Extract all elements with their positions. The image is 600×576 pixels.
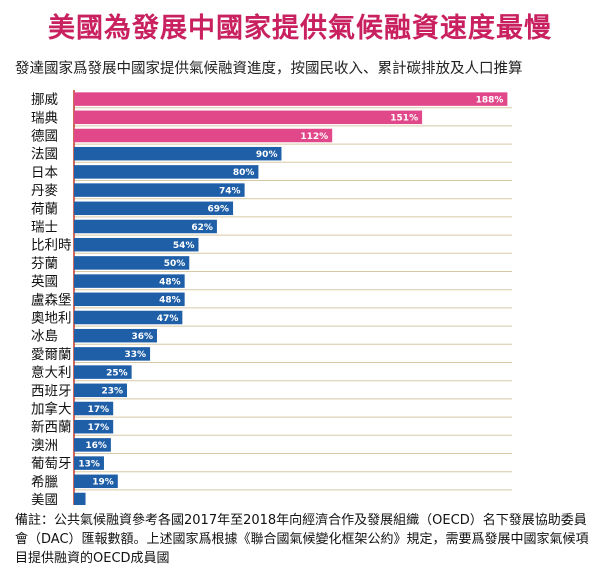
category-label: 西班牙 bbox=[31, 383, 72, 399]
data-label: 74% bbox=[219, 186, 241, 196]
data-label: 23% bbox=[101, 387, 123, 397]
category-label: 比利時 bbox=[31, 238, 72, 254]
category-label: 盧森堡 bbox=[31, 292, 72, 308]
data-label: 47% bbox=[157, 314, 179, 324]
category-label: 希臘 bbox=[31, 474, 58, 490]
data-label: 17% bbox=[88, 423, 110, 433]
data-label: 54% bbox=[173, 241, 195, 251]
category-label: 奧地利 bbox=[31, 311, 72, 327]
category-label: 新西蘭 bbox=[31, 420, 72, 436]
bar bbox=[74, 401, 114, 416]
category-label: 丹麥 bbox=[31, 183, 58, 199]
bar bbox=[74, 237, 199, 252]
chart-title: 美國為發展中國家提供氣候融資速度最慢 bbox=[48, 13, 552, 44]
data-label: 48% bbox=[159, 277, 181, 287]
data-label: 25% bbox=[106, 368, 128, 378]
bar bbox=[74, 474, 118, 489]
bar bbox=[74, 274, 185, 288]
bar bbox=[74, 310, 183, 325]
bar bbox=[74, 492, 86, 505]
bar bbox=[74, 256, 190, 270]
data-label: 13% bbox=[78, 459, 100, 469]
data-label: 80% bbox=[233, 168, 255, 178]
bar bbox=[74, 347, 151, 361]
bar bbox=[74, 419, 114, 434]
category-label: 瑞典 bbox=[31, 110, 58, 126]
chart-subtitle: 發達國家爲發展中國家提供氣候融資進度，按國民收入、累計碳排放及人口推算 bbox=[15, 61, 523, 77]
bar bbox=[74, 110, 423, 125]
bar bbox=[74, 92, 508, 106]
bar bbox=[74, 292, 185, 307]
data-label: 90% bbox=[256, 150, 278, 160]
bar bbox=[74, 219, 217, 234]
data-label: 112% bbox=[300, 132, 328, 142]
category-label: 美國 bbox=[31, 493, 58, 506]
data-label: 62% bbox=[191, 223, 213, 233]
bar bbox=[74, 328, 157, 343]
category-label: 芬蘭 bbox=[31, 256, 58, 272]
category-label: 英國 bbox=[31, 273, 58, 290]
data-label: 50% bbox=[164, 259, 186, 269]
bar bbox=[74, 456, 104, 470]
category-label: 愛爾蘭 bbox=[31, 347, 72, 363]
data-label: 33% bbox=[125, 350, 147, 360]
chart-note: 備註：公共氣候融資參考各國2017年至2018年向經濟合作及發展組織（OECD）… bbox=[15, 513, 589, 566]
bar bbox=[74, 383, 128, 398]
data-label: 19% bbox=[92, 478, 114, 488]
category-label: 挪威 bbox=[31, 92, 58, 108]
bar bbox=[74, 165, 259, 179]
category-label: 瑞士 bbox=[31, 220, 58, 236]
bar bbox=[74, 201, 234, 216]
bar bbox=[74, 365, 132, 379]
data-label: 36% bbox=[131, 332, 153, 342]
category-label: 加拿大 bbox=[31, 401, 72, 418]
bar-chart: 挪威 188% 瑞典 151% 德國 112% 法國 90% 日本 80% 丹麥 74% 荷蘭 69% 瑞士… bbox=[31, 90, 512, 506]
data-label: 188% bbox=[476, 95, 504, 105]
data-label: 151% bbox=[390, 114, 418, 124]
bar bbox=[74, 183, 245, 197]
category-label: 葡萄牙 bbox=[31, 456, 72, 472]
category-label: 意大利 bbox=[31, 364, 72, 381]
category-label: 德國 bbox=[31, 129, 58, 145]
bar bbox=[74, 128, 333, 143]
bar bbox=[74, 146, 282, 161]
data-label: 16% bbox=[85, 441, 107, 451]
category-label: 荷蘭 bbox=[31, 201, 58, 217]
data-label: 48% bbox=[159, 296, 181, 306]
category-label: 澳洲 bbox=[31, 438, 58, 454]
bar bbox=[74, 438, 111, 452]
category-label: 法國 bbox=[31, 147, 58, 163]
data-label: 17% bbox=[88, 405, 110, 415]
category-label: 日本 bbox=[31, 165, 58, 181]
category-label: 冰島 bbox=[31, 329, 58, 345]
data-label: 69% bbox=[208, 205, 230, 215]
